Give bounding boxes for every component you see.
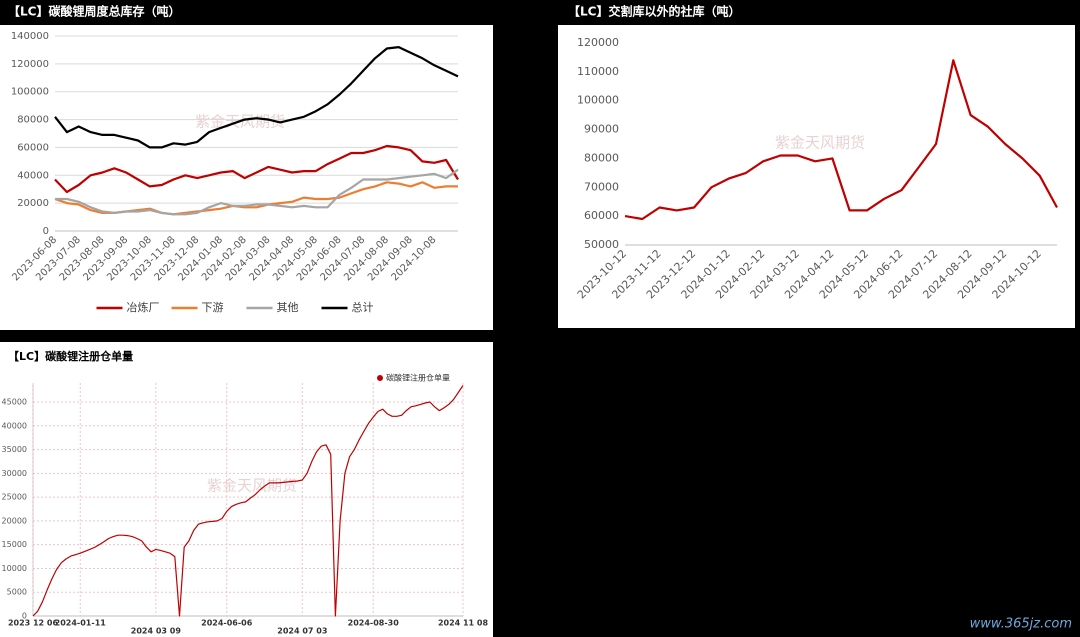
x-tick-label: 2024 03 09 (131, 627, 182, 636)
legend-label: 其他 (277, 301, 299, 314)
legend-label: 冶炼厂 (127, 300, 160, 314)
data-line (55, 168, 459, 216)
data-line (624, 59, 1058, 221)
legend-swatch (377, 375, 383, 381)
x-tick-label: 2024 11 08 (438, 619, 489, 628)
chart-panel (0, 342, 493, 637)
data-line (54, 144, 459, 194)
y-tick-label: 120000 (577, 36, 619, 49)
y-tick-label: 10000 (2, 564, 27, 573)
x-tick-label: 2024-08-30 (348, 619, 400, 628)
y-tick-label: 110000 (577, 65, 619, 78)
watermark: 紫金天风期货 (207, 477, 297, 495)
y-tick-label: 100000 (577, 94, 619, 107)
x-tick-label: 2024 07 03 (277, 627, 327, 636)
y-tick-label: 40000 (17, 170, 49, 181)
y-tick-label: 80000 (17, 115, 49, 126)
legend-label: 碳酸锂注册仓单量 (386, 373, 450, 383)
y-tick-label: 15000 (2, 540, 27, 549)
y-tick-label: 45000 (2, 398, 27, 407)
y-tick-label: 60000 (17, 142, 49, 153)
legend-label: 下游 (202, 301, 224, 314)
y-tick-label: 120000 (11, 59, 49, 70)
chart-panel (558, 25, 1075, 328)
y-tick-label: 100000 (11, 87, 49, 98)
legend-label: 总计 (352, 300, 374, 314)
y-tick-label: 0 (22, 612, 27, 621)
y-tick-label: 35000 (2, 445, 27, 454)
y-tick-label: 70000 (584, 180, 619, 193)
y-tick-label: 90000 (584, 123, 619, 136)
data-line (32, 385, 464, 617)
watermark: 紫金天风期货 (775, 134, 865, 152)
y-tick-label: 80000 (584, 151, 619, 164)
x-tick-label: 2024-01-11 (55, 619, 107, 628)
y-tick-label: 30000 (2, 469, 27, 478)
y-tick-label: 5000 (7, 588, 27, 597)
footer: www.365jz.com (970, 617, 1072, 632)
y-tick-label: 140000 (11, 31, 49, 42)
chart-title: 【LC】交割库以外的社库（吨） (568, 4, 740, 19)
chart-title: 【LC】碳酸锂周度总库存（吨） (8, 4, 180, 19)
y-tick-label: 60000 (584, 209, 619, 222)
y-tick-label: 40000 (2, 421, 27, 430)
y-tick-label: 20000 (2, 516, 27, 525)
x-tick-label: 2023 12 06 (8, 619, 59, 628)
y-tick-label: 0 (43, 226, 49, 237)
y-tick-label: 20000 (17, 198, 49, 209)
y-tick-label: 50000 (584, 238, 619, 251)
data-line (54, 46, 459, 149)
x-tick-label: 2024-06-06 (201, 619, 253, 628)
chart-title: 【LC】碳酸锂注册仓单量 (8, 349, 133, 363)
y-tick-label: 25000 (2, 493, 27, 502)
